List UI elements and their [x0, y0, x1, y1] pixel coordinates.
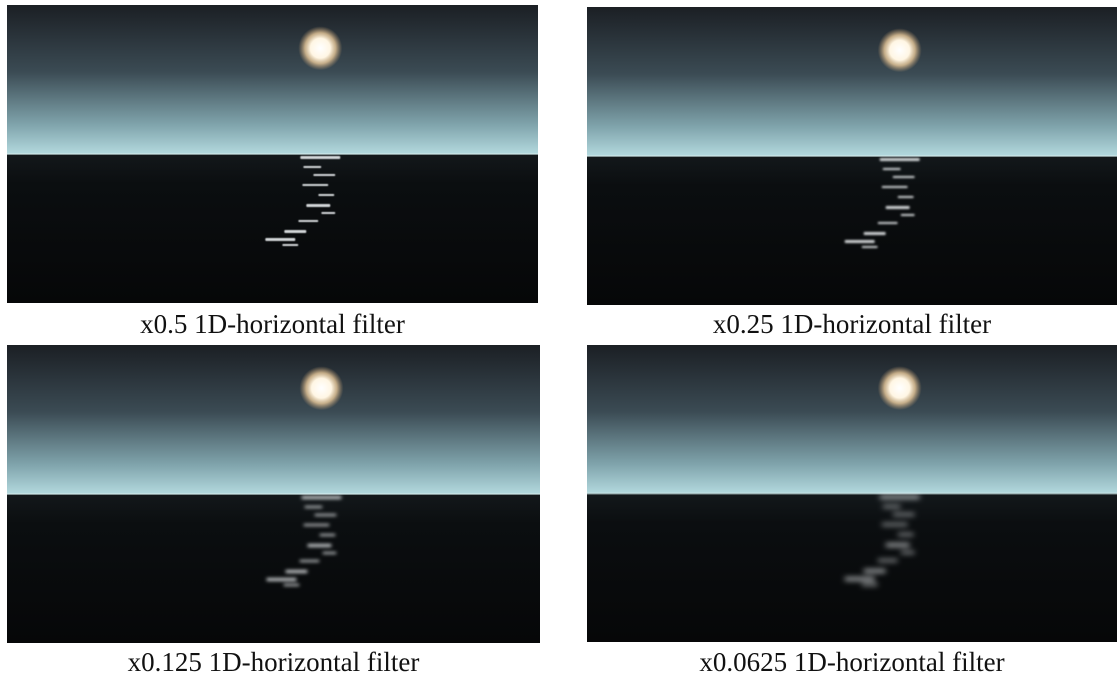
sun: [878, 28, 922, 72]
caption: x0.5 1D-horizontal filter: [7, 309, 538, 340]
caption: x0.0625 1D-horizontal filter: [587, 647, 1117, 678]
sea: [7, 494, 540, 643]
horizon: [587, 155, 1117, 157]
sky: [587, 7, 1117, 156]
render-image: [7, 345, 540, 643]
sun: [298, 26, 342, 70]
caption: x0.25 1D-horizontal filter: [587, 309, 1117, 340]
horizon: [587, 493, 1117, 495]
sky: [587, 345, 1117, 494]
figure: x0.5 1D-horizontal filter x0.25 1D-horizo…: [0, 0, 1117, 679]
sky: [7, 345, 540, 494]
render-image: [7, 5, 538, 303]
sea: [7, 154, 538, 303]
horizon: [7, 153, 538, 155]
sky: [7, 5, 538, 154]
caption: x0.125 1D-horizontal filter: [7, 647, 540, 678]
render-image: [587, 7, 1117, 305]
sun: [299, 366, 343, 410]
sea: [587, 156, 1117, 305]
sea: [587, 494, 1117, 643]
horizon: [7, 493, 540, 495]
sun: [878, 366, 922, 410]
render-image: [587, 345, 1117, 642]
